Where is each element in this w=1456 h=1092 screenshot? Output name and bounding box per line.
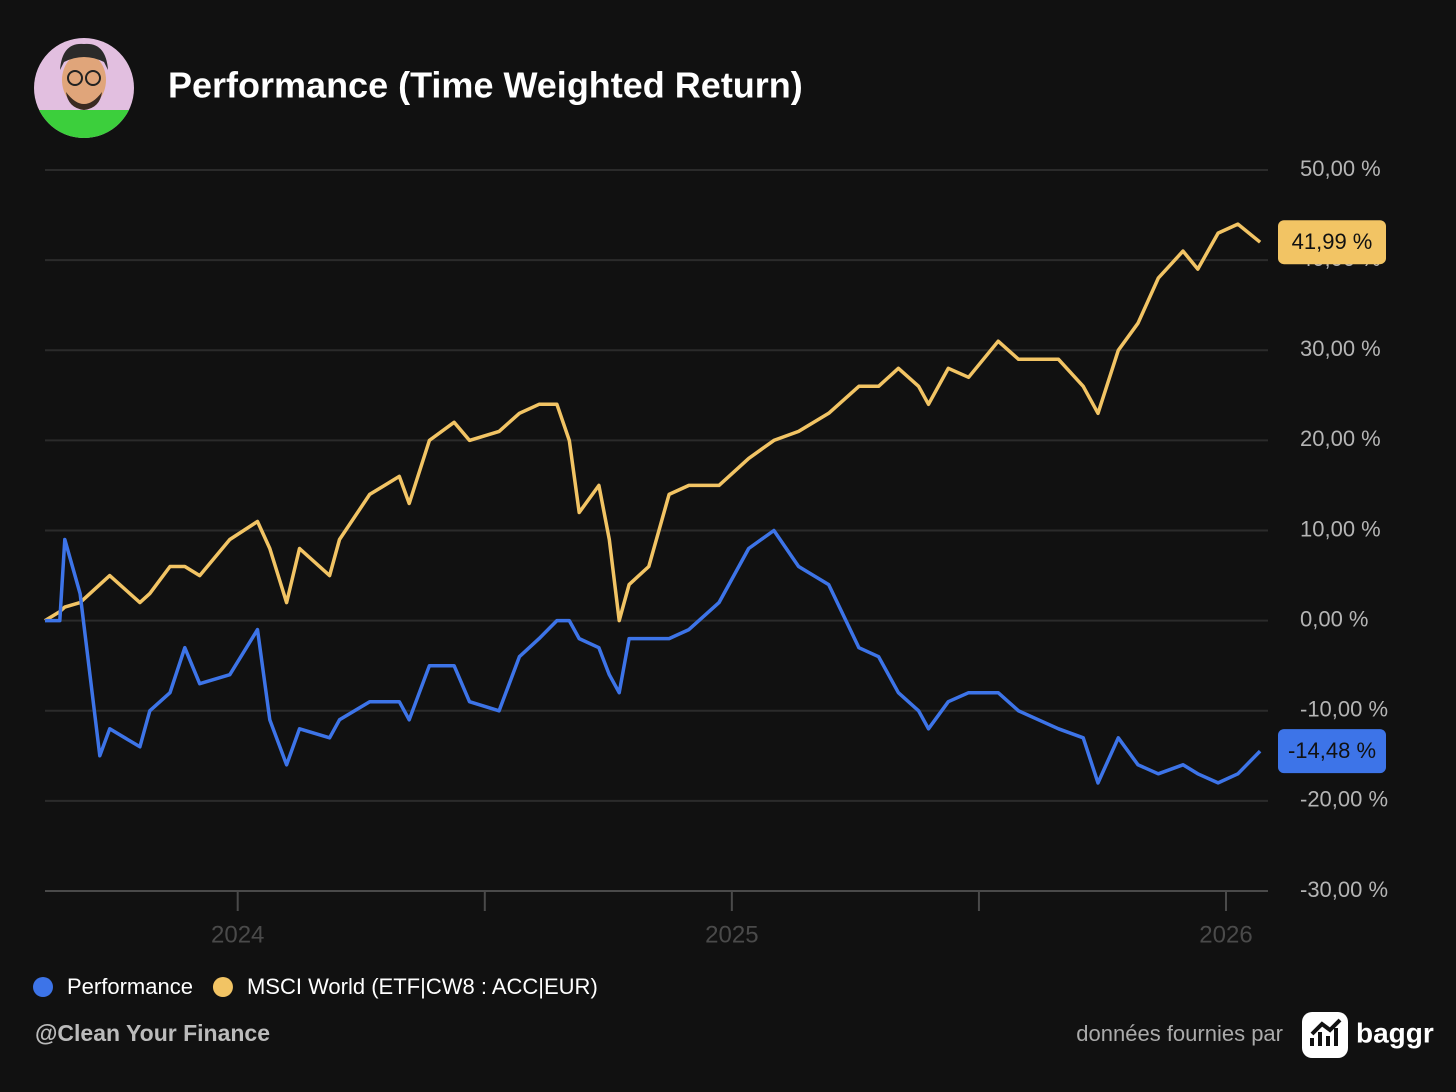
end-label-badge: [1278, 729, 1386, 774]
end-label: 41,99 %: [1292, 229, 1373, 254]
y-tick-label: -20,00 %: [1300, 787, 1388, 812]
end-label-badge: [1278, 220, 1386, 265]
legend-label: MSCI World (ETF|CW8 : ACC|EUR): [247, 974, 598, 999]
brand-logo: [1302, 1012, 1348, 1058]
x-tick-label: 2025: [705, 921, 758, 948]
y-tick-label: 30,00 %: [1300, 336, 1381, 361]
legend-swatch: [33, 977, 53, 997]
brand-name: baggr: [1356, 1017, 1434, 1048]
y-tick-label: 50,00 %: [1300, 156, 1381, 181]
y-tick-label: -10,00 %: [1300, 697, 1388, 722]
y-tick-label: 0,00 %: [1300, 606, 1369, 631]
end-label: -14,48 %: [1288, 738, 1376, 763]
grid: [45, 169, 1268, 892]
x-tick-label: 2026: [1199, 921, 1252, 948]
series-line: [45, 528, 1262, 785]
y-tick-label: -30,00 %: [1300, 877, 1388, 902]
author: @Clean Your Finance: [35, 1020, 270, 1046]
legend-swatch: [212, 977, 233, 997]
legend: Performance MSCI World (ETF|CW8 : ACC|EUR…: [33, 974, 598, 999]
source-note: données fournies par: [1076, 1021, 1283, 1046]
chart-title: Performance (Time Weighted Return): [168, 65, 803, 106]
brand-icon: [1310, 1018, 1342, 1046]
y-tick-label: 10,00 %: [1300, 516, 1381, 541]
y-tick-label: 20,00 %: [1300, 426, 1381, 451]
legend-label: Performance: [67, 974, 193, 999]
series-line: [44, 222, 1262, 623]
x-tick-label: 2024: [211, 921, 264, 948]
